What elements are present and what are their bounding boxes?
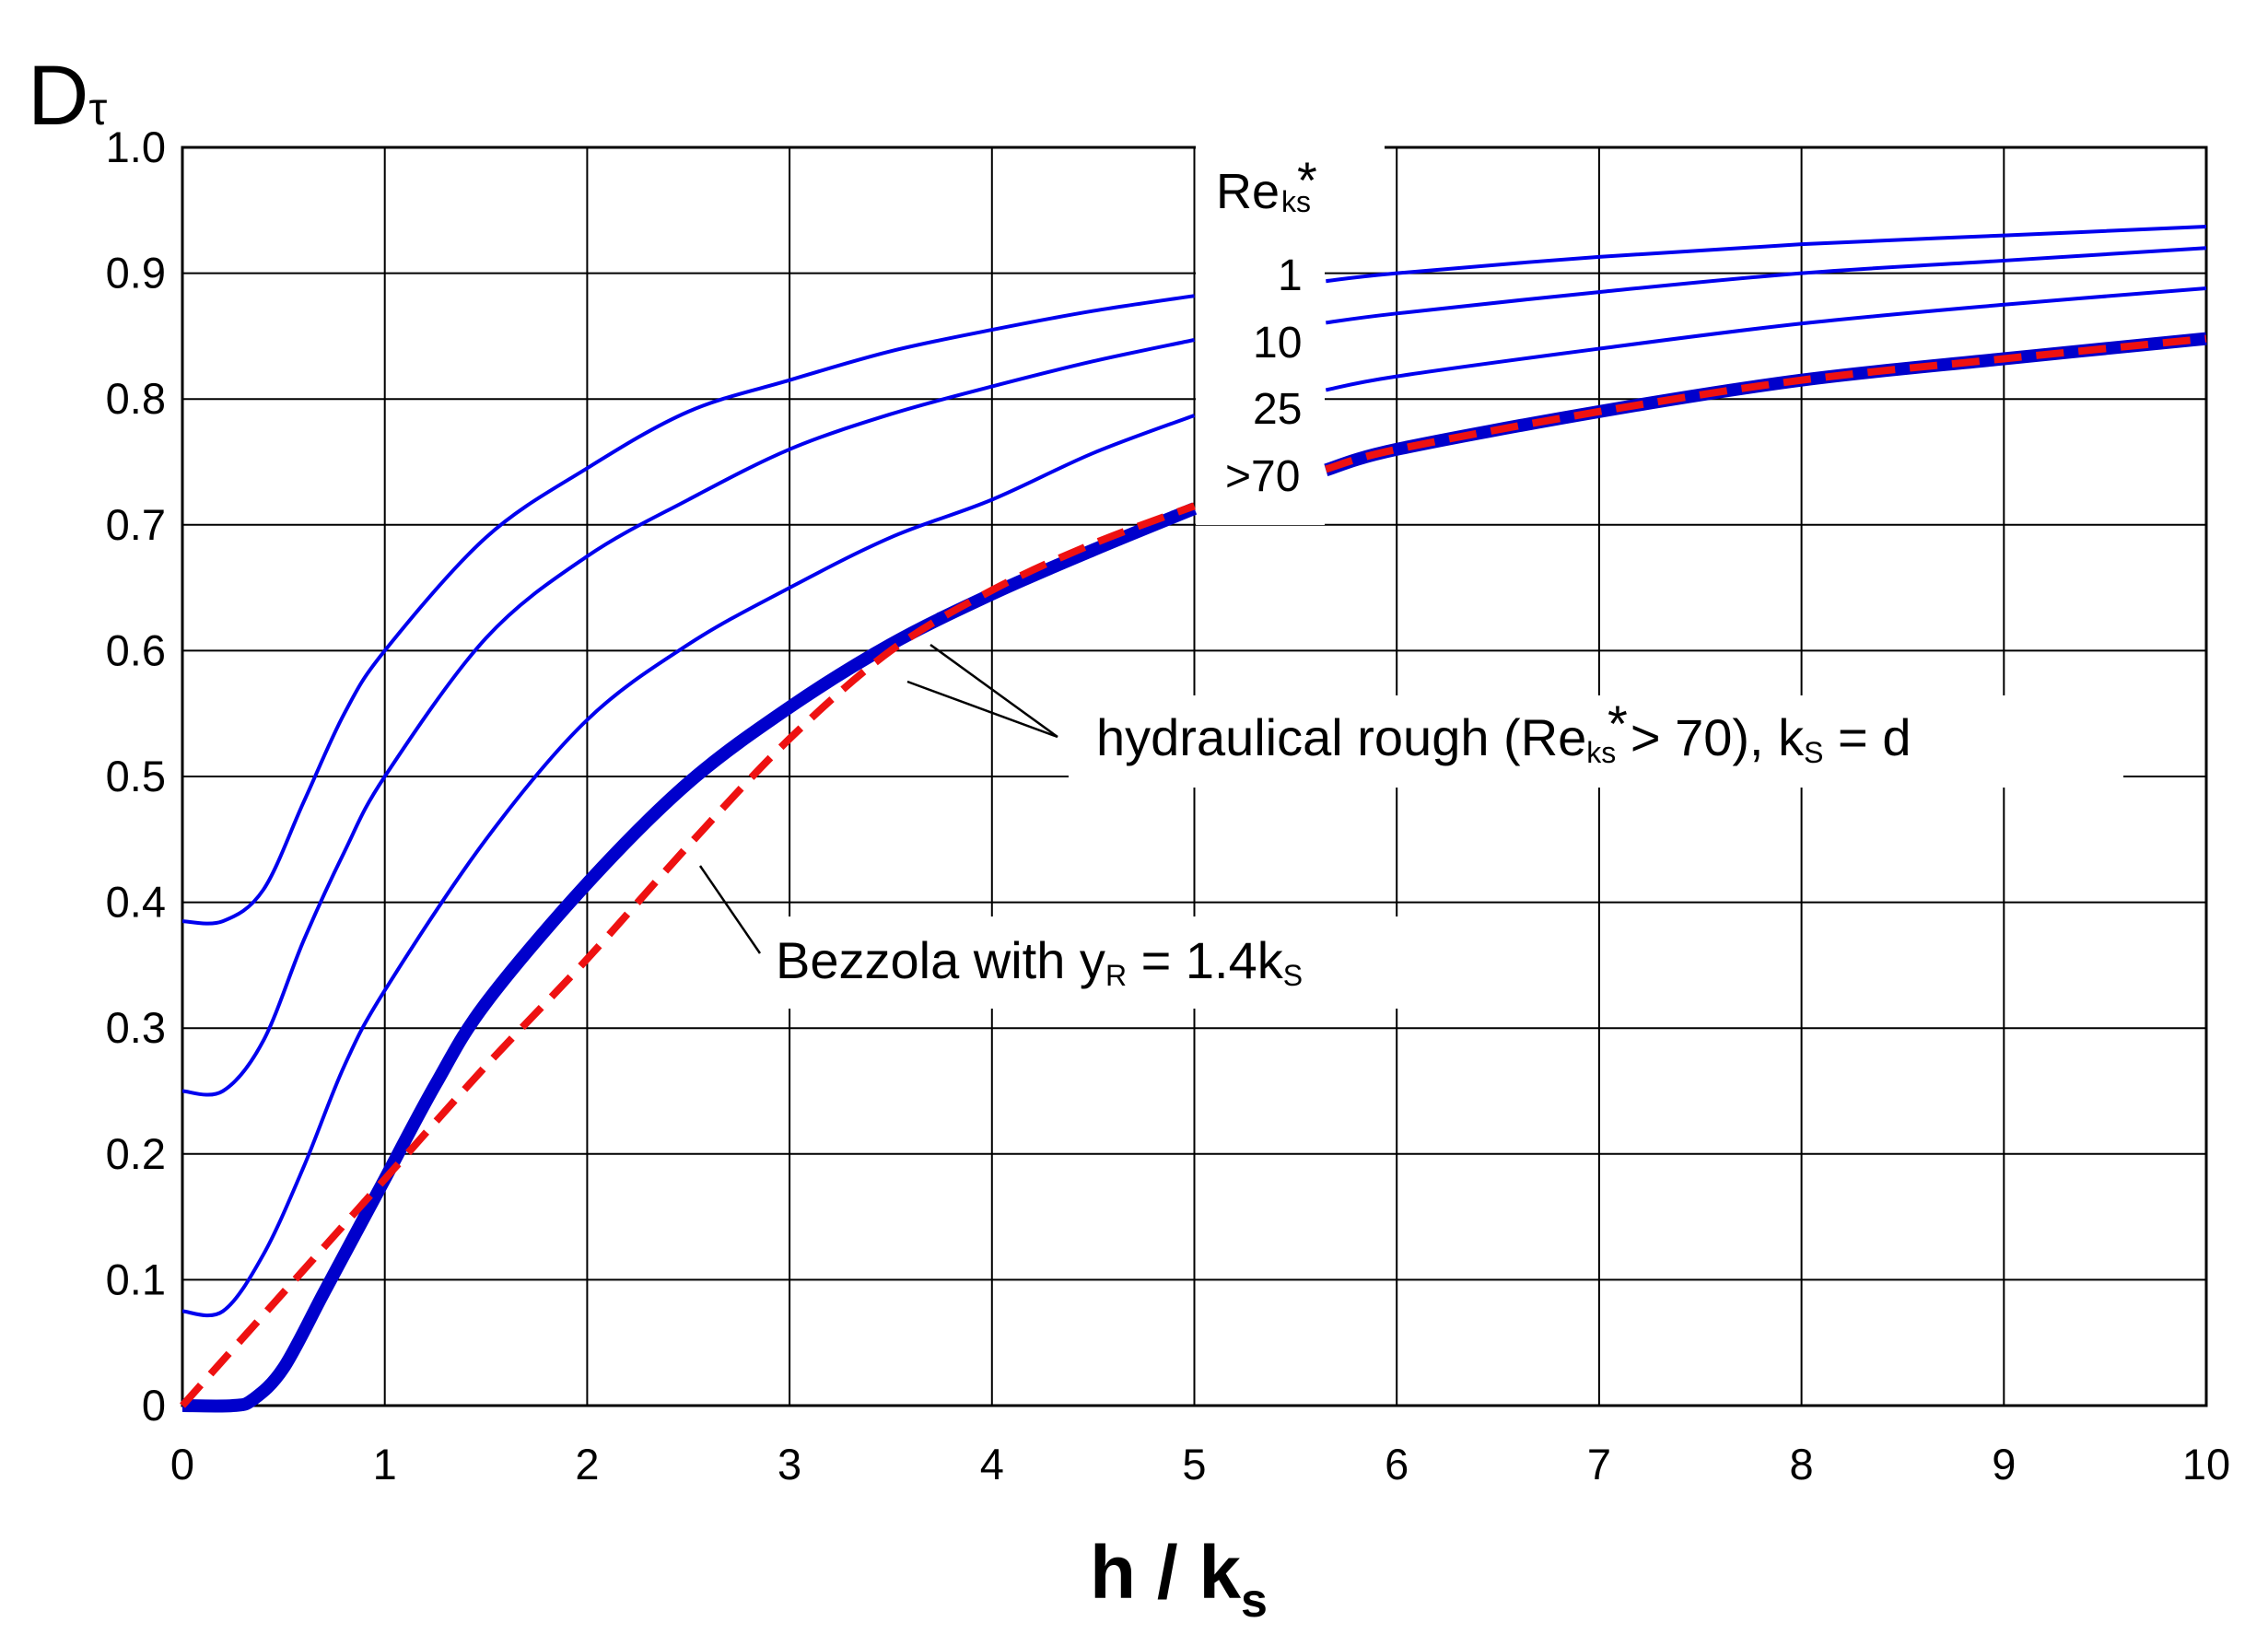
y-tick-label: 1.0 <box>106 123 166 171</box>
series-line-bezzola-right <box>1325 334 2207 473</box>
x-tick-label: 9 <box>1992 1440 2016 1488</box>
legend-title: Reks <box>1216 164 1311 219</box>
y-axis-title: Dτ <box>28 49 107 143</box>
series-label-70: >70 <box>1225 452 1300 501</box>
x-tick-label: 3 <box>777 1440 801 1488</box>
x-axis-title: h / ks <box>1090 1531 1268 1628</box>
legend-title-star: * <box>1297 151 1317 209</box>
y-tick-label: 0.5 <box>106 752 166 800</box>
y-tick-label: 0.8 <box>106 374 166 423</box>
label-masks <box>760 129 2123 1009</box>
x-tick-label: 2 <box>575 1440 599 1488</box>
series-line-bezzola-left <box>180 502 1196 1408</box>
bezzola-pointer <box>698 865 762 954</box>
y-tick-label: 0.2 <box>106 1129 166 1178</box>
x-tick-label: 10 <box>2182 1440 2230 1488</box>
y-axis-ticks: 0 0.1 0.2 0.3 0.4 0.5 0.6 0.7 0.8 0.9 1.0 <box>106 123 166 1430</box>
y-tick-label: 0.7 <box>106 500 166 549</box>
y-tick-label: 0.9 <box>106 249 166 298</box>
hydraulic-pointer-lower <box>906 680 1058 739</box>
series-line-1-left <box>181 294 1195 926</box>
annotation-pointers <box>698 643 1058 954</box>
series-label-25: 25 <box>1253 385 1302 434</box>
x-tick-label: 6 <box>1385 1440 1409 1488</box>
bezzola-annotation-mask <box>760 916 1428 1009</box>
curves <box>180 225 2207 1413</box>
x-tick-label: 4 <box>980 1440 1004 1488</box>
hydraulic-annotation-mask <box>1069 695 2123 788</box>
series-line-10-right <box>1326 246 2207 325</box>
x-tick-label: 1 <box>373 1440 397 1488</box>
legend-title-mask <box>1196 138 1385 226</box>
x-tick-label: 5 <box>1182 1440 1206 1488</box>
hydraulic-annotation: hydraulical rough (Reks > 70), kS = d <box>1096 708 1911 769</box>
bezzola-annotation: Bezzola with yR = 1.4kS <box>776 931 1303 992</box>
series-line-25-left <box>181 414 1196 1318</box>
y-tick-label: 0.6 <box>106 625 166 674</box>
x-axis-ticks: 0 1 2 3 4 5 6 7 8 9 10 <box>170 1440 2230 1488</box>
y-tick-label: 0.3 <box>106 1003 166 1052</box>
x-tick-label: 8 <box>1790 1440 1814 1488</box>
x-tick-label: 0 <box>170 1440 194 1488</box>
series-label-1: 1 <box>1278 251 1303 300</box>
plot-frame <box>181 146 2208 1407</box>
series-label-10: 10 <box>1253 319 1302 368</box>
series-line-10-left <box>181 338 1195 1097</box>
hydraulic-pointer-upper <box>929 643 1058 739</box>
y-tick-label: 0.4 <box>106 878 166 927</box>
y-tick-label: 0 <box>142 1381 166 1430</box>
hydraulic-annotation-star: * <box>1607 695 1628 753</box>
y-tick-label: 0.1 <box>106 1255 166 1303</box>
x-tick-label: 7 <box>1587 1440 1611 1488</box>
series-line-1-right <box>1326 225 2207 284</box>
series-line-25-right <box>1325 286 2207 392</box>
